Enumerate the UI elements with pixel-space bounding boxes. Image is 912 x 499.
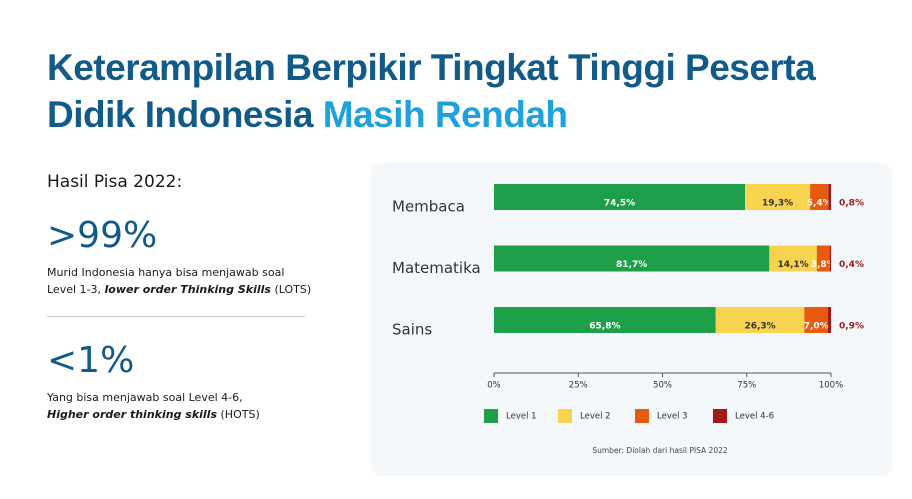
x-tick-label: 100% — [819, 381, 843, 391]
desc-suffix: (LOTS) — [274, 283, 312, 296]
bar-segment — [494, 245, 770, 272]
legend-label: Level 2 — [580, 412, 611, 422]
bar-segment — [494, 307, 716, 333]
value-label: 81,7% — [616, 260, 647, 270]
stat-description: Yang bisa menjawab soal Level 4-6, Highe… — [47, 389, 317, 423]
value-label: 74,5% — [604, 199, 635, 209]
stat-description: Murid Indonesia hanya bisa menjawab soal… — [47, 264, 317, 298]
x-tick-label: 25% — [569, 381, 588, 391]
desc-emphasis: Higher order thinking skills — [47, 408, 218, 421]
value-label: 0,9% — [839, 322, 864, 332]
legend-swatch — [484, 409, 498, 423]
bar-segment — [829, 245, 831, 272]
stat-figure: <1% — [47, 340, 135, 381]
value-label: 19,3% — [762, 199, 793, 209]
desc-line: Murid Indonesia hanya bisa menjawab soal — [47, 266, 285, 279]
x-tick-label: 50% — [653, 381, 672, 391]
divider — [47, 316, 305, 317]
legend-swatch — [635, 409, 649, 423]
bar-segment — [827, 307, 831, 333]
bar-segment — [804, 307, 828, 333]
legend-label: Level 3 — [657, 412, 688, 422]
value-label: 0,4% — [839, 260, 864, 270]
category-label: Sains — [392, 321, 432, 339]
value-label: 5,4% — [807, 199, 832, 209]
value-label: 0,8% — [839, 199, 864, 209]
legend-swatch — [713, 409, 727, 423]
legend-label: Level 1 — [506, 412, 537, 422]
category-label: Membaca — [392, 198, 465, 216]
value-label: 3,8% — [811, 260, 836, 270]
value-label: 7,0% — [804, 322, 829, 332]
legend-swatch — [558, 409, 572, 423]
desc-suffix: (HOTS) — [220, 408, 260, 421]
x-tick-label: 75% — [737, 381, 756, 391]
title-main: Keterampilan Berpikir Tingkat Tinggi Pes… — [47, 47, 816, 135]
summary-heading: Hasil Pisa 2022: — [47, 172, 183, 192]
bar-segment — [715, 307, 805, 333]
bar-segment — [494, 184, 746, 210]
summary: Hasil Pisa 2022: >99% Murid Indonesia ha… — [47, 172, 317, 423]
legend-label: Level 4-6 — [735, 412, 774, 422]
page-title: Keterampilan Berpikir Tingkat Tinggi Pes… — [47, 44, 887, 138]
value-label: 26,3% — [744, 322, 775, 332]
bar-segment — [769, 245, 817, 272]
desc-line: Yang bisa menjawab soal Level 4-6, — [47, 391, 243, 404]
desc-emphasis: lower order Thinking Skills — [104, 283, 271, 296]
category-label: Matematika — [392, 259, 481, 277]
bar-segment — [810, 184, 829, 210]
bar-segment — [828, 184, 831, 210]
bar-segment — [745, 184, 811, 210]
desc-line: Level 1-3, — [47, 283, 101, 296]
bar-segment — [816, 245, 830, 272]
source-note: Sumber: Diolah dari hasil PISA 2022 — [592, 446, 728, 455]
x-tick-label: 0% — [487, 381, 501, 391]
value-label: 65,8% — [589, 322, 620, 332]
value-label: 14,1% — [777, 260, 808, 270]
stat-figure: >99% — [47, 215, 158, 256]
title-highlight: Masih Rendah — [322, 94, 568, 135]
